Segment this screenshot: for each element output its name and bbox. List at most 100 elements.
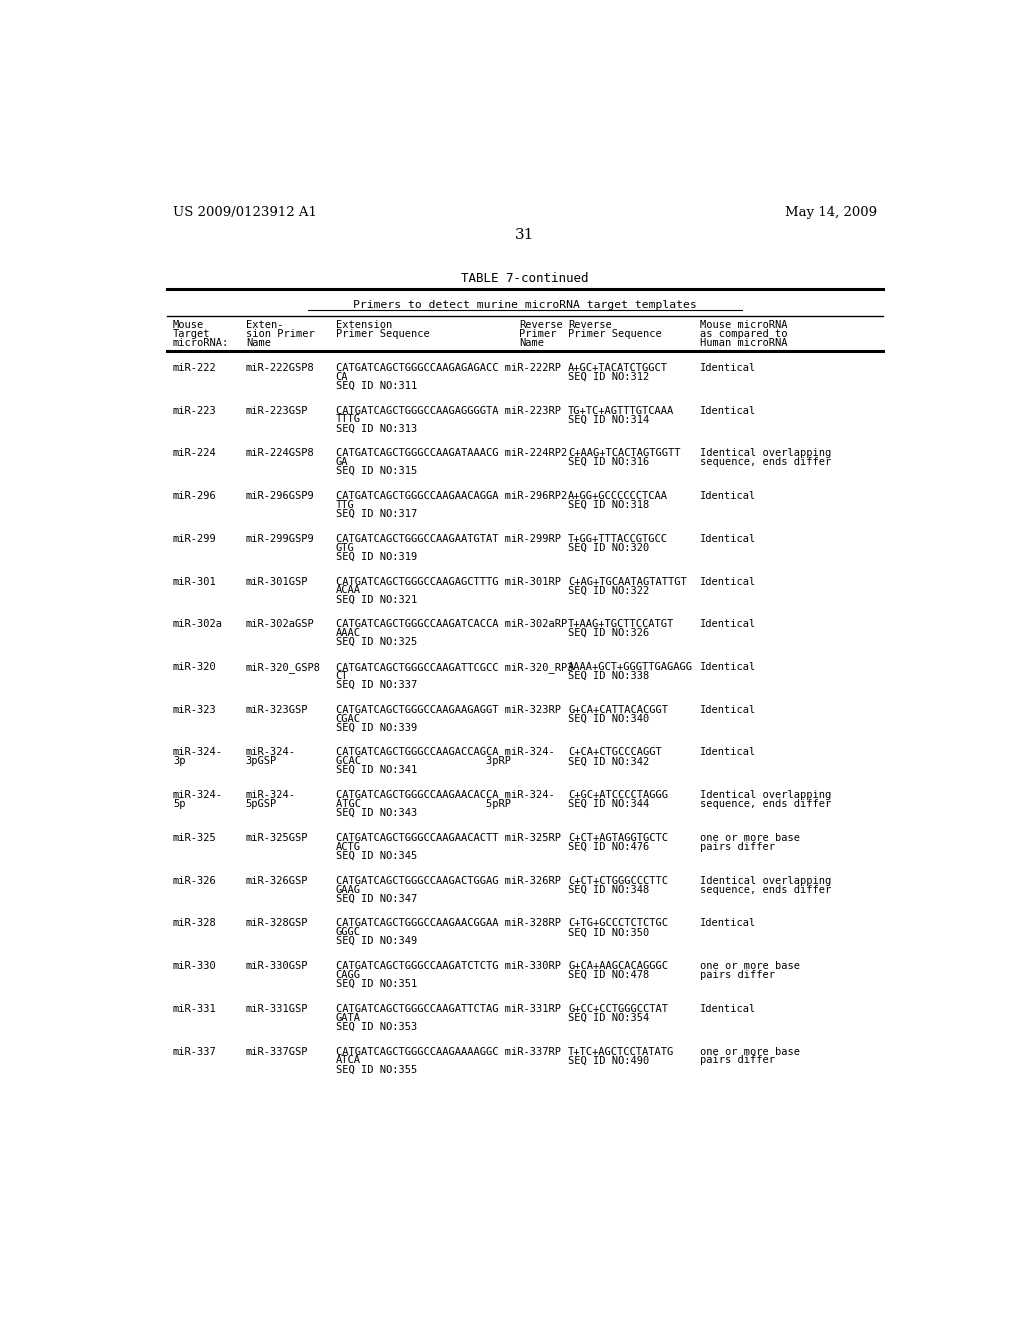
Text: miR-330: miR-330 <box>173 961 217 972</box>
Text: T+TC+AGCTCCTATATG: T+TC+AGCTCCTATATG <box>568 1047 675 1056</box>
Text: SEQ ID NO:476: SEQ ID NO:476 <box>568 842 649 851</box>
Text: US 2009/0123912 A1: US 2009/0123912 A1 <box>173 206 316 219</box>
Text: Identical: Identical <box>700 491 756 502</box>
Text: miR-324-: miR-324- <box>173 747 223 758</box>
Text: 3p: 3p <box>173 756 185 767</box>
Text: Human microRNA: Human microRNA <box>700 338 787 347</box>
Text: pairs differ: pairs differ <box>700 1056 775 1065</box>
Text: miR-324-: miR-324- <box>173 791 223 800</box>
Text: Primers to detect murine microRNA target templates: Primers to detect murine microRNA target… <box>353 300 696 310</box>
Text: C+TG+GCCCTCTCTGC: C+TG+GCCCTCTCTGC <box>568 919 669 928</box>
Text: SEQ ID NO:349: SEQ ID NO:349 <box>336 936 417 946</box>
Text: miR-324-: miR-324- <box>246 747 296 758</box>
Text: sequence, ends differ: sequence, ends differ <box>700 884 831 895</box>
Text: GAAG: GAAG <box>336 884 360 895</box>
Text: TTTG: TTTG <box>336 414 360 425</box>
Text: AAAC: AAAC <box>336 628 360 638</box>
Text: GTG: GTG <box>336 543 354 553</box>
Text: SEQ ID NO:490: SEQ ID NO:490 <box>568 1056 649 1065</box>
Text: 3pGSP: 3pGSP <box>246 756 278 767</box>
Text: Identical: Identical <box>700 405 756 416</box>
Text: SEQ ID NO:341: SEQ ID NO:341 <box>336 766 417 775</box>
Text: miR-337: miR-337 <box>173 1047 217 1056</box>
Text: 31: 31 <box>515 227 535 242</box>
Text: sion Primer: sion Primer <box>246 329 314 339</box>
Text: CATGATCAGCTGGGCCAAGAACAGGA miR-296RP2: CATGATCAGCTGGGCCAAGAACAGGA miR-296RP2 <box>336 491 567 502</box>
Text: 5pGSP: 5pGSP <box>246 799 278 809</box>
Text: A+GG+GCCCCCCTCAA: A+GG+GCCCCCCTCAA <box>568 491 669 502</box>
Text: miR-301: miR-301 <box>173 577 217 586</box>
Text: Identical overlapping: Identical overlapping <box>700 875 831 886</box>
Text: GA: GA <box>336 457 348 467</box>
Text: SEQ ID NO:337: SEQ ID NO:337 <box>336 680 417 689</box>
Text: SEQ ID NO:316: SEQ ID NO:316 <box>568 457 649 467</box>
Text: CATGATCAGCTGGGCCAAGAACACCA miR-324-: CATGATCAGCTGGGCCAAGAACACCA miR-324- <box>336 791 554 800</box>
Text: ATGC                    5pRP: ATGC 5pRP <box>336 799 511 809</box>
Text: C+GC+ATCCCCTAGGG: C+GC+ATCCCCTAGGG <box>568 791 669 800</box>
Text: Reverse: Reverse <box>568 321 612 330</box>
Text: miR-330GSP: miR-330GSP <box>246 961 308 972</box>
Text: CATGATCAGCTGGGCCAAGACCAGCA miR-324-: CATGATCAGCTGGGCCAAGACCAGCA miR-324- <box>336 747 554 758</box>
Text: CATGATCAGCTGGGCCAAGATTCTAG miR-331RP: CATGATCAGCTGGGCCAAGATTCTAG miR-331RP <box>336 1003 561 1014</box>
Text: SEQ ID NO:321: SEQ ID NO:321 <box>336 594 417 605</box>
Text: SEQ ID NO:313: SEQ ID NO:313 <box>336 424 417 433</box>
Text: SEQ ID NO:351: SEQ ID NO:351 <box>336 979 417 989</box>
Text: miR-224GSP8: miR-224GSP8 <box>246 449 314 458</box>
Text: Identical: Identical <box>700 1003 756 1014</box>
Text: May 14, 2009: May 14, 2009 <box>784 206 877 219</box>
Text: Primer Sequence: Primer Sequence <box>336 329 429 339</box>
Text: Identical: Identical <box>700 919 756 928</box>
Text: miR-337GSP: miR-337GSP <box>246 1047 308 1056</box>
Text: CATGATCAGCTGGGCCAAGATCACCA miR-302aRP: CATGATCAGCTGGGCCAAGATCACCA miR-302aRP <box>336 619 567 630</box>
Text: CATGATCAGCTGGGCCAAGATTCGCC miR-320_RP3: CATGATCAGCTGGGCCAAGATTCGCC miR-320_RP3 <box>336 663 573 673</box>
Text: SEQ ID NO:350: SEQ ID NO:350 <box>568 927 649 937</box>
Text: miR-299GSP9: miR-299GSP9 <box>246 533 314 544</box>
Text: SEQ ID NO:345: SEQ ID NO:345 <box>336 850 417 861</box>
Text: microRNA:: microRNA: <box>173 338 229 347</box>
Text: 5p: 5p <box>173 799 185 809</box>
Text: C+CT+CTGGGCCCTTC: C+CT+CTGGGCCCTTC <box>568 875 669 886</box>
Text: T+GG+TTTACCGTGCC: T+GG+TTTACCGTGCC <box>568 533 669 544</box>
Text: Identical overlapping: Identical overlapping <box>700 449 831 458</box>
Text: SEQ ID NO:355: SEQ ID NO:355 <box>336 1064 417 1074</box>
Text: CATGATCAGCTGGGCCAAGATCTCTG miR-330RP: CATGATCAGCTGGGCCAAGATCTCTG miR-330RP <box>336 961 561 972</box>
Text: sequence, ends differ: sequence, ends differ <box>700 799 831 809</box>
Text: CGAC: CGAC <box>336 714 360 723</box>
Text: miR-324-: miR-324- <box>246 791 296 800</box>
Text: TABLE 7-continued: TABLE 7-continued <box>461 272 589 285</box>
Text: CATGATCAGCTGGGCCAAGATAAACG miR-224RP2: CATGATCAGCTGGGCCAAGATAAACG miR-224RP2 <box>336 449 567 458</box>
Text: G+CA+CATTACACGGT: G+CA+CATTACACGGT <box>568 705 669 714</box>
Text: SEQ ID NO:340: SEQ ID NO:340 <box>568 714 649 723</box>
Text: AAAA+GCT+GGGTTGAGAGG: AAAA+GCT+GGGTTGAGAGG <box>568 663 693 672</box>
Text: SEQ ID NO:315: SEQ ID NO:315 <box>336 466 417 477</box>
Text: CATGATCAGCTGGGCCAAGAGGGGTA miR-223RP: CATGATCAGCTGGGCCAAGAGGGGTA miR-223RP <box>336 405 561 416</box>
Text: SEQ ID NO:317: SEQ ID NO:317 <box>336 508 417 519</box>
Text: miR-296GSP9: miR-296GSP9 <box>246 491 314 502</box>
Text: miR-323: miR-323 <box>173 705 217 714</box>
Text: Reverse: Reverse <box>519 321 563 330</box>
Text: GCAC                    3pRP: GCAC 3pRP <box>336 756 511 767</box>
Text: T+AAG+TGCTTCCATGT: T+AAG+TGCTTCCATGT <box>568 619 675 630</box>
Text: CATGATCAGCTGGGCCAAGAATGTAT miR-299RP: CATGATCAGCTGGGCCAAGAATGTAT miR-299RP <box>336 533 561 544</box>
Text: miR-299: miR-299 <box>173 533 217 544</box>
Text: GATA: GATA <box>336 1012 360 1023</box>
Text: miR-331GSP: miR-331GSP <box>246 1003 308 1014</box>
Text: C+AG+TGCAATAGTATTGT: C+AG+TGCAATAGTATTGT <box>568 577 687 586</box>
Text: miR-296: miR-296 <box>173 491 217 502</box>
Text: SEQ ID NO:322: SEQ ID NO:322 <box>568 585 649 595</box>
Text: one or more base: one or more base <box>700 833 800 843</box>
Text: TG+TC+AGTTTGTCAAA: TG+TC+AGTTTGTCAAA <box>568 405 675 416</box>
Text: Name: Name <box>246 338 270 347</box>
Text: miR-328: miR-328 <box>173 919 217 928</box>
Text: SEQ ID NO:339: SEQ ID NO:339 <box>336 722 417 733</box>
Text: miR-331: miR-331 <box>173 1003 217 1014</box>
Text: SEQ ID NO:338: SEQ ID NO:338 <box>568 671 649 681</box>
Text: miR-222: miR-222 <box>173 363 217 372</box>
Text: miR-320_GSP8: miR-320_GSP8 <box>246 663 321 673</box>
Text: SEQ ID NO:312: SEQ ID NO:312 <box>568 372 649 381</box>
Text: SEQ ID NO:318: SEQ ID NO:318 <box>568 500 649 510</box>
Text: Mouse: Mouse <box>173 321 204 330</box>
Text: miR-326: miR-326 <box>173 875 217 886</box>
Text: SEQ ID NO:342: SEQ ID NO:342 <box>568 756 649 767</box>
Text: CATGATCAGCTGGGCCAAGAAGAGGT miR-323RP: CATGATCAGCTGGGCCAAGAAGAGGT miR-323RP <box>336 705 561 714</box>
